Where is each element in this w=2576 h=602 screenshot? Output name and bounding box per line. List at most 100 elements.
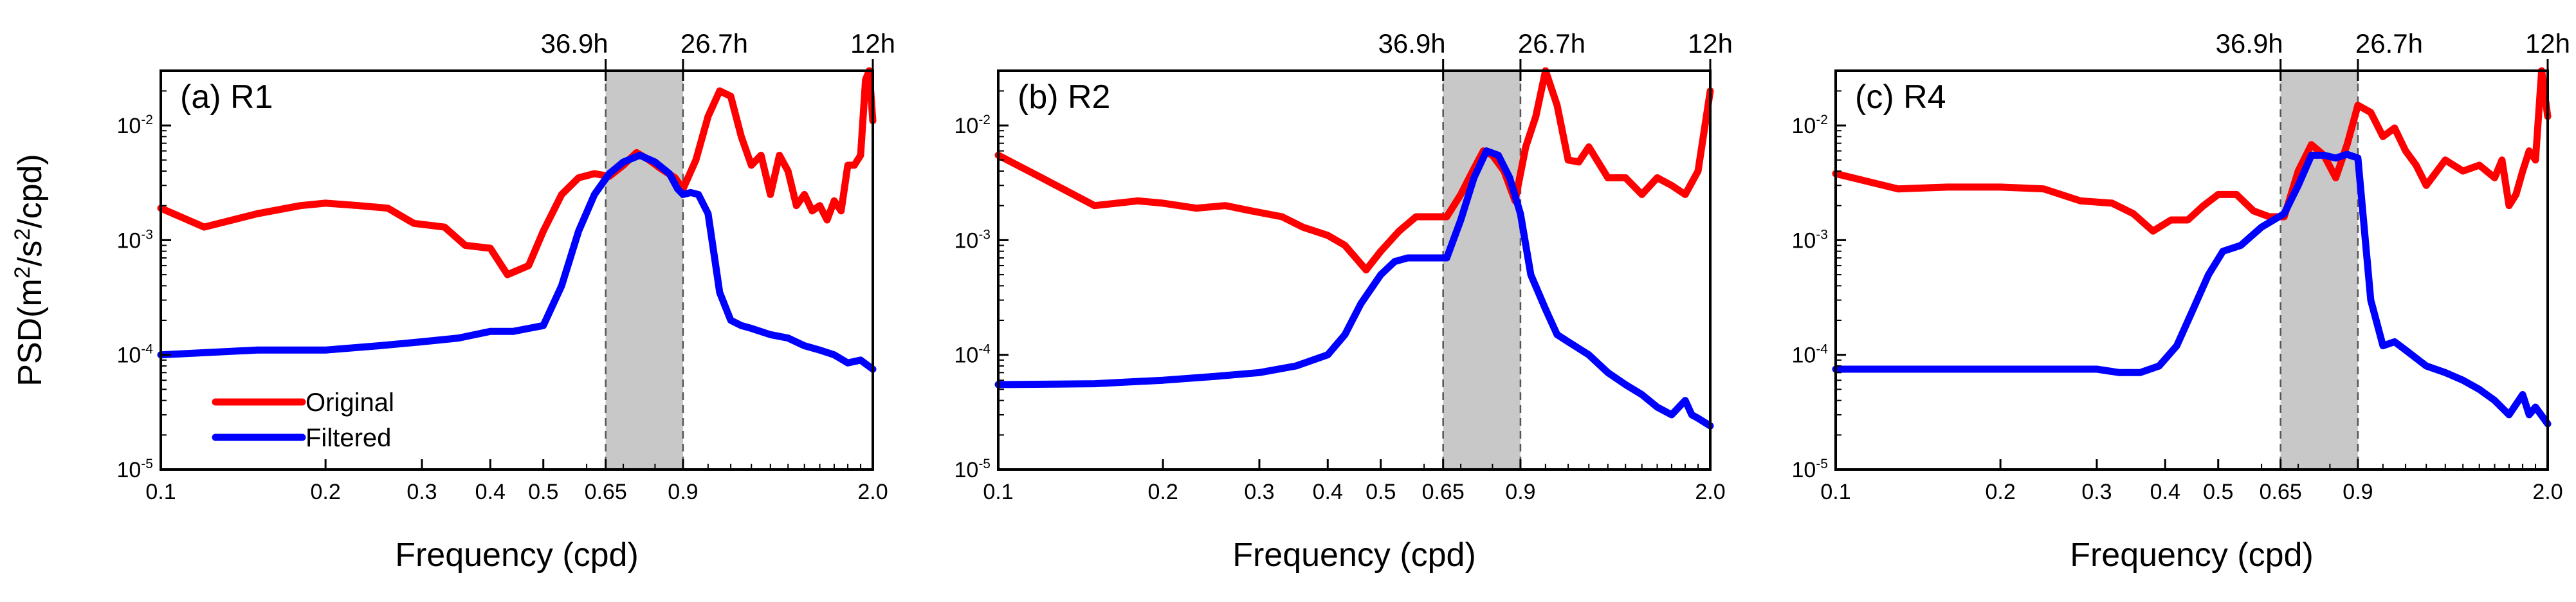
top-tick-label: 36.9h bbox=[1378, 28, 1446, 59]
y-tick-label-exp: -3 bbox=[978, 227, 991, 242]
top-tick-label: 26.7h bbox=[1518, 28, 1585, 59]
y-tick-label: 10-2 bbox=[954, 113, 991, 138]
x-tick-label: 0.1 bbox=[1820, 480, 1850, 504]
y-tick-label-exp: -2 bbox=[1816, 113, 1828, 127]
y-tick-label: 10-5 bbox=[116, 457, 153, 482]
legend: Original Filtered bbox=[212, 388, 394, 452]
x-tick-label: 0.9 bbox=[668, 480, 698, 504]
top-tick-label: 36.9h bbox=[2216, 28, 2283, 59]
x-tick-label: 0.65 bbox=[2260, 480, 2302, 504]
x-tick-label: 2.0 bbox=[2532, 480, 2562, 504]
y-tick-label-exp: -4 bbox=[141, 342, 153, 357]
y-tick-label: 10-4 bbox=[1791, 342, 1828, 368]
panel-title: (a) R1 bbox=[180, 78, 273, 116]
legend-label-original: Original bbox=[306, 388, 394, 417]
panel-3: 0.1 0.2 0.3 0.4 0.5 0.65 0.9 2.0 36.9h 26.7h 12h 10… bbox=[1791, 28, 2570, 574]
series-original-line bbox=[157, 67, 877, 278]
y-tick-label: 10-2 bbox=[1791, 113, 1828, 138]
top-tick-label: 26.7h bbox=[2355, 28, 2423, 59]
top-tick-label: 36.9h bbox=[541, 28, 608, 59]
y-tick-label-exp: -4 bbox=[978, 342, 991, 357]
top-tick-label: 26.7h bbox=[681, 28, 748, 59]
x-tick-label: 0.65 bbox=[585, 480, 627, 504]
shaded-band bbox=[1443, 71, 1521, 470]
top-tick-label: 12h bbox=[1688, 28, 1733, 59]
y-tick-label-base: 10 bbox=[1791, 114, 1816, 138]
plot-frame bbox=[997, 69, 1712, 471]
x-tick-label: 0.2 bbox=[311, 480, 341, 504]
y-tick-label-base: 10 bbox=[954, 114, 978, 138]
legend-label-filtered: Filtered bbox=[306, 424, 391, 452]
y-tick-label: 10-2 bbox=[116, 113, 153, 138]
top-tick-label: 12h bbox=[2525, 28, 2570, 59]
y-tick-label-base: 10 bbox=[116, 228, 141, 253]
y-tick-label: 10-3 bbox=[116, 227, 153, 253]
y-tick-label: 10-3 bbox=[954, 227, 991, 253]
y-tick-label: 10-5 bbox=[954, 457, 991, 482]
series-filtered-line bbox=[994, 147, 1714, 430]
y-axis-title-prefix: PSD(m bbox=[12, 278, 49, 387]
x-tick-label: 0.3 bbox=[2081, 480, 2112, 504]
y-axis-title-suffix: /cpd) bbox=[12, 154, 49, 228]
series-filtered-line bbox=[1832, 150, 2552, 428]
x-tick-label: 2.0 bbox=[857, 480, 888, 504]
y-axis-title-sup2: 2 bbox=[10, 228, 35, 241]
plot-frame bbox=[1834, 69, 2549, 471]
y-tick-label-exp: -3 bbox=[1816, 227, 1828, 242]
panel-1: 0.1 0.2 0.3 0.4 0.5 0.65 0.9 2.0 36.9h 26.7h 12h 10… bbox=[10, 28, 895, 574]
y-tick-label: 10-4 bbox=[954, 342, 991, 368]
y-tick-label-exp: -5 bbox=[1816, 457, 1828, 471]
x-tick-label: 0.4 bbox=[1313, 480, 1343, 504]
y-tick-label-base: 10 bbox=[116, 343, 141, 368]
plot-frame bbox=[160, 69, 874, 471]
shaded-band bbox=[605, 71, 683, 470]
series-original-line bbox=[994, 67, 1714, 274]
y-tick-label-base: 10 bbox=[1791, 228, 1816, 253]
x-tick-label: 0.5 bbox=[2203, 480, 2233, 504]
y-tick-label-exp: -5 bbox=[141, 457, 153, 471]
x-tick-label: 0.5 bbox=[528, 480, 558, 504]
y-tick-label-exp: -5 bbox=[978, 457, 991, 471]
x-tick-label: 0.4 bbox=[475, 480, 506, 504]
x-tick-label: 0.65 bbox=[1422, 480, 1465, 504]
y-axis-title-mid: /s bbox=[12, 241, 49, 266]
x-tick-label: 0.9 bbox=[2343, 480, 2373, 504]
y-tick-label: 10-4 bbox=[116, 342, 153, 368]
shaded-band bbox=[2280, 71, 2358, 470]
y-tick-label-exp: -2 bbox=[141, 113, 153, 127]
y-tick-label: 10-3 bbox=[1791, 227, 1828, 253]
y-tick-label-exp: -4 bbox=[1816, 342, 1828, 357]
x-axis-title: Frequency (cpd) bbox=[395, 536, 639, 574]
y-tick-label-base: 10 bbox=[116, 458, 141, 482]
y-tick-label-base: 10 bbox=[1791, 458, 1816, 482]
y-tick-label: 10-5 bbox=[1791, 457, 1828, 482]
y-tick-label-base: 10 bbox=[116, 114, 141, 138]
x-tick-label: 0.1 bbox=[983, 480, 1013, 504]
panel-2: 0.1 0.2 0.3 0.4 0.5 0.65 0.9 2.0 36.9h 26.7h 12h 10… bbox=[954, 28, 1733, 574]
x-tick-label: 0.1 bbox=[145, 480, 176, 504]
x-tick-label: 0.2 bbox=[1986, 480, 2016, 504]
top-tick-label: 12h bbox=[850, 28, 895, 59]
y-tick-label-base: 10 bbox=[1791, 343, 1816, 368]
y-tick-label-base: 10 bbox=[954, 458, 978, 482]
y-axis-title-sup1: 2 bbox=[10, 266, 35, 278]
y-tick-label-base: 10 bbox=[954, 343, 978, 368]
panel-title: (b) R2 bbox=[1018, 78, 1110, 116]
x-tick-label: 0.3 bbox=[1244, 480, 1274, 504]
x-tick-label: 0.4 bbox=[2150, 480, 2180, 504]
x-axis-title: Frequency (cpd) bbox=[2070, 536, 2314, 574]
x-tick-label: 2.0 bbox=[1695, 480, 1725, 504]
x-tick-label: 0.5 bbox=[1366, 480, 1396, 504]
x-tick-label: 0.3 bbox=[406, 480, 437, 504]
x-tick-label: 0.9 bbox=[1505, 480, 1535, 504]
x-axis-title: Frequency (cpd) bbox=[1232, 536, 1476, 574]
y-axis-title: PSD(m2/s2/cpd) bbox=[10, 154, 49, 386]
y-tick-label-exp: -2 bbox=[978, 113, 991, 127]
y-tick-label-exp: -3 bbox=[141, 227, 153, 242]
y-tick-label-base: 10 bbox=[954, 228, 978, 253]
x-tick-label: 0.2 bbox=[1148, 480, 1178, 504]
series-filtered-line bbox=[157, 151, 877, 373]
series-original-line bbox=[1832, 67, 2552, 235]
panel-title: (c) R4 bbox=[1855, 78, 1946, 116]
